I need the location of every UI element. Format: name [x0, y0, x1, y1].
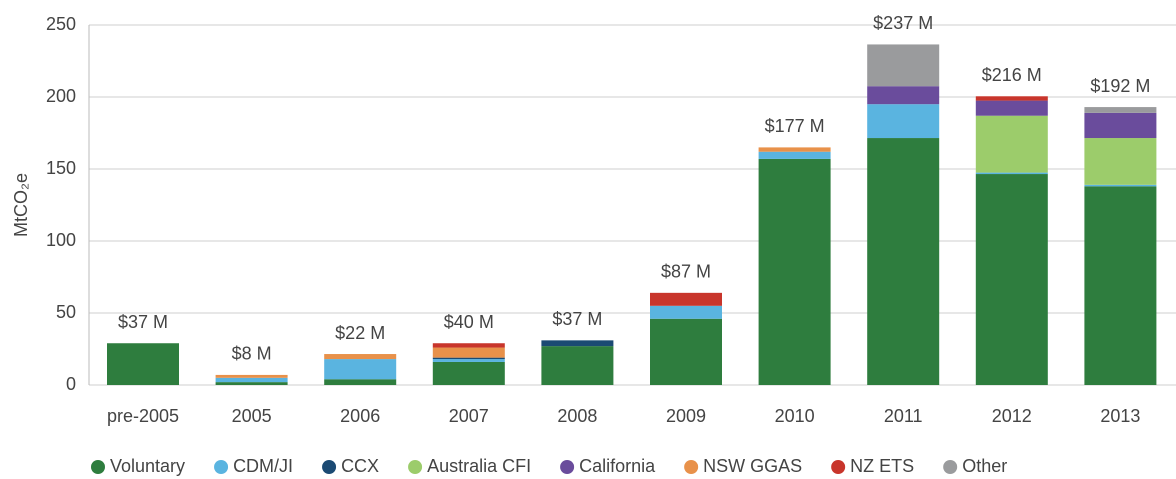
legend-label: Voluntary — [110, 456, 185, 476]
bar-segment — [324, 354, 397, 360]
legend-marker — [91, 460, 105, 474]
bar-label: $216 M — [982, 65, 1042, 85]
legend-marker — [684, 460, 699, 474]
bar-label: $40 M — [444, 312, 494, 332]
bar-segment — [650, 305, 722, 319]
bar-segment — [324, 379, 397, 385]
bar-segment — [324, 359, 397, 380]
legend-marker — [560, 460, 575, 474]
bar-label: $177 M — [765, 116, 825, 136]
bar-segment — [650, 292, 722, 306]
bar-segment — [867, 138, 940, 385]
bar-label: $237 M — [873, 13, 933, 33]
x-tick-label: 2005 — [232, 406, 272, 426]
x-tick-label: 2008 — [557, 406, 597, 426]
bar-segment — [432, 343, 505, 348]
bar-segment — [758, 147, 831, 152]
legend-label: Other — [962, 456, 1007, 476]
legend-label: CDM/JI — [233, 456, 293, 476]
bar-segment — [975, 115, 1048, 173]
x-tick-label: pre-2005 — [107, 406, 179, 426]
bar-label: $22 M — [335, 323, 385, 343]
bar-segment — [975, 100, 1048, 116]
legend-marker — [831, 460, 846, 474]
legend-label: California — [579, 456, 656, 476]
x-tick-label: 2011 — [884, 406, 923, 426]
bar-segment — [650, 318, 722, 385]
bar-segment — [541, 340, 614, 347]
legend-label: NZ ETS — [850, 456, 914, 476]
bar-segment — [867, 86, 940, 105]
bar-segment — [215, 382, 288, 385]
x-tick-label: 2010 — [775, 406, 815, 426]
bar-label: $87 M — [661, 262, 711, 282]
legend-label: CCX — [341, 456, 379, 476]
bar-segment — [1084, 112, 1157, 139]
bar-segment — [215, 377, 288, 383]
y-tick-label: 250 — [46, 14, 76, 34]
bar-segment — [432, 359, 505, 362]
legend-marker — [408, 460, 423, 474]
x-tick-label: 2012 — [992, 406, 1032, 426]
bar-segment — [867, 104, 940, 139]
x-tick-label: 2013 — [1100, 406, 1140, 426]
bar-label: $37 M — [552, 309, 602, 329]
bar-label: $8 M — [232, 344, 272, 364]
bar-segment — [758, 151, 831, 159]
bar-label: $192 M — [1090, 76, 1150, 96]
bar-segment — [432, 361, 505, 385]
bar-segment — [215, 374, 288, 378]
legend-marker — [214, 460, 229, 474]
bar-segment — [432, 347, 505, 358]
bar-segment — [1084, 186, 1157, 385]
legend-marker — [943, 460, 958, 474]
y-tick-label: 100 — [46, 230, 76, 250]
y-tick-label: 200 — [46, 86, 76, 106]
legend-label: Australia CFI — [427, 456, 531, 476]
bar-segment — [758, 158, 831, 385]
bar-segment — [975, 174, 1048, 385]
bar-segment — [975, 96, 1048, 101]
bar-label: $37 M — [118, 312, 168, 332]
legend-marker — [322, 460, 337, 474]
bar-segment — [1084, 107, 1157, 113]
bar-segment — [975, 172, 1048, 175]
legend-label: NSW GGAS — [703, 456, 802, 476]
y-tick-label: 0 — [66, 374, 76, 394]
bar-segment — [1084, 138, 1157, 185]
bar-segment — [432, 357, 505, 360]
y-axis-label: MtCO₂e — [11, 173, 31, 237]
bar-segment — [541, 346, 614, 385]
y-tick-label: 50 — [56, 302, 76, 322]
x-tick-label: 2009 — [666, 406, 706, 426]
y-tick-label: 150 — [46, 158, 76, 178]
x-tick-label: 2006 — [340, 406, 380, 426]
x-tick-label: 2007 — [449, 406, 489, 426]
bar-segment — [1084, 184, 1157, 187]
bar-segment — [107, 343, 179, 385]
bar-segment — [867, 44, 940, 87]
